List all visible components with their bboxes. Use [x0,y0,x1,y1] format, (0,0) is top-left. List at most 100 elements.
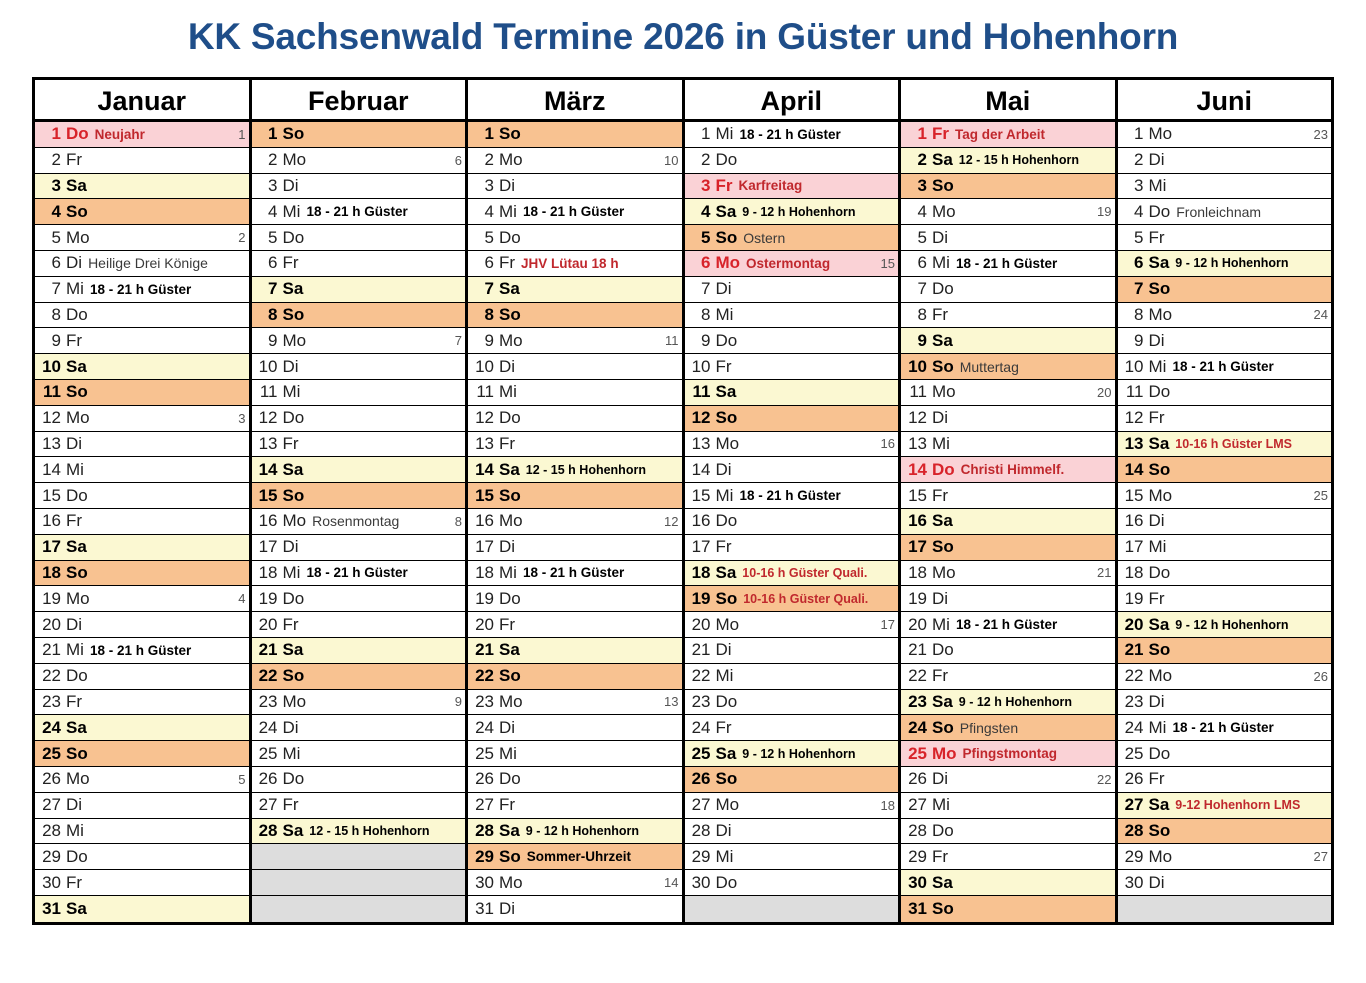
day-row[interactable]: 29 Fr [901,844,1115,871]
day-row[interactable]: 23 Di [1117,689,1331,716]
day-row[interactable]: 28 Mi [35,818,249,845]
day-row[interactable]: 3 Mi [1117,173,1331,200]
day-row[interactable]: 20 Di [35,612,249,638]
day-row[interactable]: 25 Mo Pfingstmontag [901,741,1115,767]
day-row[interactable]: 20 Fr [251,612,465,638]
day-row[interactable]: 18 Mo 21 [901,560,1115,587]
day-row[interactable]: 23 Mo 9 [251,689,465,716]
day-row[interactable]: 16 Sa [901,508,1115,535]
day-row[interactable]: 13 Fr [468,431,682,458]
day-row[interactable]: 11 Mi [468,379,682,406]
day-row[interactable]: 8 So [251,302,465,329]
day-row[interactable]: 27 Mi [901,792,1115,819]
day-row[interactable]: 16 Mo 12 [468,508,682,535]
day-row[interactable]: 17 Mi [1117,534,1331,561]
day-row[interactable]: 8 Mi [684,302,898,329]
day-row[interactable]: 24 Fr [684,715,898,742]
day-row[interactable]: 6 Mo Ostermontag 15 [684,250,898,277]
day-row[interactable]: 9 Sa [901,328,1115,355]
day-row[interactable]: 22 Mi [684,663,898,690]
day-row[interactable]: 30 Mo 14 [468,870,682,896]
day-row[interactable]: 19 Di [901,586,1115,613]
day-row[interactable]: 13 Mo 16 [684,431,898,458]
day-row[interactable]: 5 Do [251,225,465,251]
day-row[interactable]: 30 Do [684,870,898,896]
day-row[interactable]: 20 Sa 9 - 12 h Hohenhorn [1117,612,1331,638]
day-row[interactable]: 15 Do [35,483,249,509]
day-row[interactable]: 17 Fr [684,534,898,561]
day-row[interactable]: 1 Fr Tag der Arbeit [901,122,1115,148]
day-row[interactable]: 25 Do [1117,741,1331,767]
day-row[interactable]: 25 Mi [251,741,465,767]
day-row[interactable]: 17 Di [468,534,682,561]
day-row[interactable]: 21 Di [684,637,898,664]
day-row[interactable]: 3 Di [468,173,682,200]
day-row[interactable]: 26 Fr [1117,766,1331,793]
day-row[interactable]: 21 Sa [251,637,465,664]
day-row[interactable]: 19 Do [251,586,465,613]
day-row[interactable]: 2 Do [684,147,898,174]
day-row[interactable]: 16 Fr [35,508,249,535]
day-row[interactable]: 2 Fr [35,147,249,174]
day-row[interactable]: 5 Fr [1117,225,1331,251]
day-row[interactable]: 12 Di [901,405,1115,432]
day-row[interactable]: 22 So [468,663,682,690]
day-row[interactable]: 25 Sa 9 - 12 h Hohenhorn [684,741,898,767]
day-row[interactable]: 12 So [684,405,898,432]
day-row[interactable]: 11 Do [1117,379,1331,406]
day-row[interactable]: 21 So [1117,637,1331,664]
day-row[interactable]: 9 Mo 11 [468,328,682,355]
day-row[interactable]: 15 So [251,483,465,509]
day-row[interactable]: 10 Fr [684,354,898,380]
day-row[interactable]: 12 Do [251,405,465,432]
day-row[interactable]: 21 Do [901,637,1115,664]
day-row[interactable]: 12 Mo 3 [35,405,249,432]
day-row[interactable]: 27 Di [35,792,249,819]
day-row[interactable]: 8 Fr [901,302,1115,329]
day-row[interactable]: 21 Mi 18 - 21 h Güster [35,637,249,664]
day-row[interactable]: 27 Mo 18 [684,792,898,819]
day-row[interactable]: 26 Mo 5 [35,766,249,793]
day-row[interactable]: 22 Do [35,663,249,690]
day-row[interactable]: 17 So [901,534,1115,561]
day-row[interactable]: 5 Mo 2 [35,225,249,251]
day-row[interactable]: 15 Fr [901,483,1115,509]
day-row[interactable]: 4 Do Fronleichnam [1117,199,1331,226]
day-row[interactable]: 23 Sa 9 - 12 h Hohenhorn [901,689,1115,716]
day-row[interactable]: 6 Fr [251,250,465,277]
day-row[interactable]: 23 Mo 13 [468,689,682,716]
day-row[interactable]: 23 Fr [35,689,249,716]
day-row[interactable]: 27 Sa 9-12 Hohenhorn LMS [1117,792,1331,819]
day-row[interactable]: 30 Sa [901,870,1115,896]
day-row[interactable]: 2 Di [1117,147,1331,174]
day-row[interactable]: 10 Mi 18 - 21 h Güster [1117,354,1331,380]
day-row[interactable]: 12 Do [468,405,682,432]
day-row[interactable]: 29 Mi [684,844,898,871]
day-row[interactable]: 4 Mi 18 - 21 h Güster [251,199,465,226]
day-row[interactable]: 28 Di [684,818,898,845]
day-row[interactable]: 23 Do [684,689,898,716]
day-row[interactable]: 17 Sa [35,534,249,561]
day-row[interactable]: 22 So [251,663,465,690]
day-row[interactable]: 12 Fr [1117,405,1331,432]
day-row[interactable]: 9 Do [684,328,898,355]
day-row[interactable]: 10 So Muttertag [901,354,1115,380]
day-row[interactable]: 5 Di [901,225,1115,251]
day-row[interactable]: 11 Sa [684,379,898,406]
day-row[interactable]: 27 Fr [468,792,682,819]
day-row[interactable]: 18 Mi 18 - 21 h Güster [468,560,682,587]
day-row[interactable]: 8 So [468,302,682,329]
day-row[interactable]: 3 So [901,173,1115,200]
day-row[interactable]: 20 Mi 18 - 21 h Güster [901,612,1115,638]
day-row[interactable]: 19 So 10-16 h Güster Quali. [684,586,898,613]
day-row[interactable]: 21 Sa [468,637,682,664]
day-row[interactable]: 24 Di [468,715,682,742]
day-row[interactable]: 14 So [1117,457,1331,484]
day-row[interactable]: 7 Sa [468,276,682,303]
day-row[interactable]: 6 Di Heilige Drei Könige [35,250,249,277]
day-row[interactable]: 13 Sa 10-16 h Güster LMS [1117,431,1331,458]
day-row[interactable]: 31 Sa [35,895,249,922]
day-row[interactable]: 29 Mo 27 [1117,844,1331,871]
day-row[interactable]: 1 Do Neujahr 1 [35,122,249,148]
day-row[interactable]: 20 Mo 17 [684,612,898,638]
